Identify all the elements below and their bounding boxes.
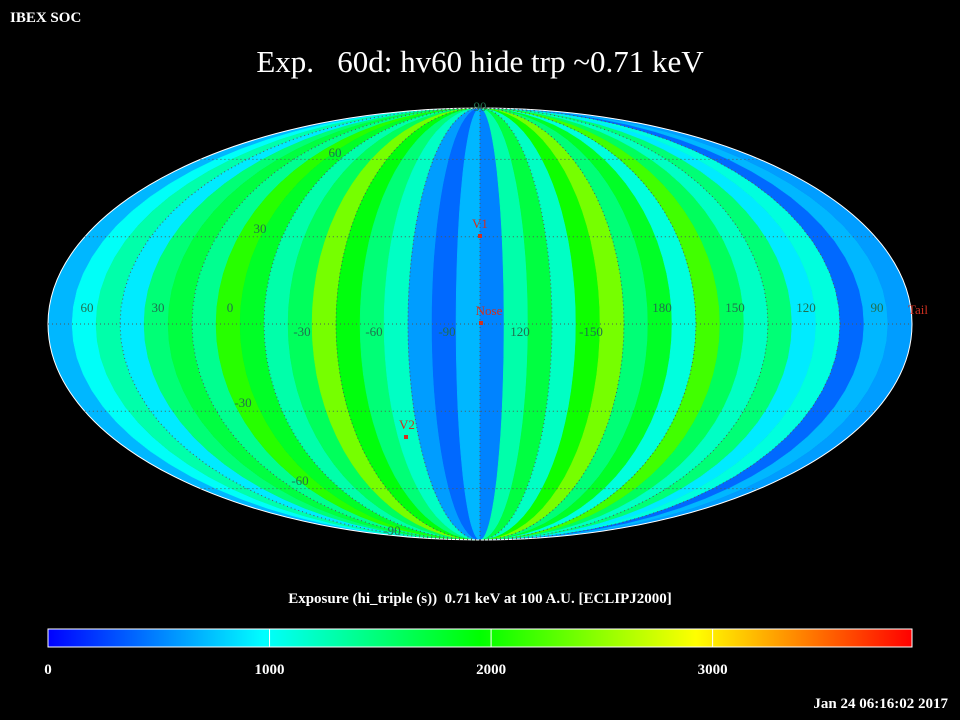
longitude-label: -60 xyxy=(365,324,382,339)
latitude-label: 90 xyxy=(474,99,487,114)
longitude-label: 30 xyxy=(152,300,165,315)
longitude-label: 0 xyxy=(227,300,234,315)
longitude-label: 90 xyxy=(871,300,884,315)
marker-dot xyxy=(478,234,482,238)
marker-dot xyxy=(404,435,408,439)
colorbar-tick-label: 2000 xyxy=(476,662,506,678)
marker-label: Nose xyxy=(476,303,503,318)
longitude-label: 120 xyxy=(510,324,530,339)
longitude-label: 180 xyxy=(652,300,672,315)
marker-dot xyxy=(479,321,483,325)
colorbar-title: Exposure (hi_triple (s)) 0.71 keV at 100… xyxy=(288,591,672,607)
longitude-label: 120 xyxy=(796,300,816,315)
colorbar-tick-label: 1000 xyxy=(255,662,285,678)
header: IBEX SOC xyxy=(10,10,81,26)
colorbar-tick-label: 0 xyxy=(44,662,52,678)
longitude-label: 150 xyxy=(725,300,745,315)
sky-map xyxy=(47,107,913,541)
latitude-label: -90 xyxy=(383,523,400,538)
longitude-label: -90 xyxy=(438,324,455,339)
marker-label: Tail xyxy=(908,302,928,317)
colorbar xyxy=(47,628,913,648)
labels: 60 30 0 -30 -60 -90 120 -150 180 150 120 90 90 60 30 -3… xyxy=(81,99,929,538)
colorbar-tick-label: 3000 xyxy=(698,662,728,678)
timestamp: Jan 24 06:16:02 2017 xyxy=(813,696,948,712)
longitude-label: -30 xyxy=(293,324,310,339)
marker-label: V1 xyxy=(472,216,488,231)
longitude-label: 60 xyxy=(81,300,94,315)
latitude-label: -30 xyxy=(234,395,251,410)
latitude-label: -60 xyxy=(291,473,308,488)
latitude-label: 60 xyxy=(329,145,342,160)
marker-label: V2 xyxy=(399,417,415,432)
colorbar-ticks: 0 1000 2000 3000 xyxy=(44,629,728,678)
longitude-label: -150 xyxy=(579,324,603,339)
chart-title: Exp. 60d: hv60 hide trp ~0.71 keV xyxy=(256,44,704,79)
latitude-label: 30 xyxy=(254,221,267,236)
